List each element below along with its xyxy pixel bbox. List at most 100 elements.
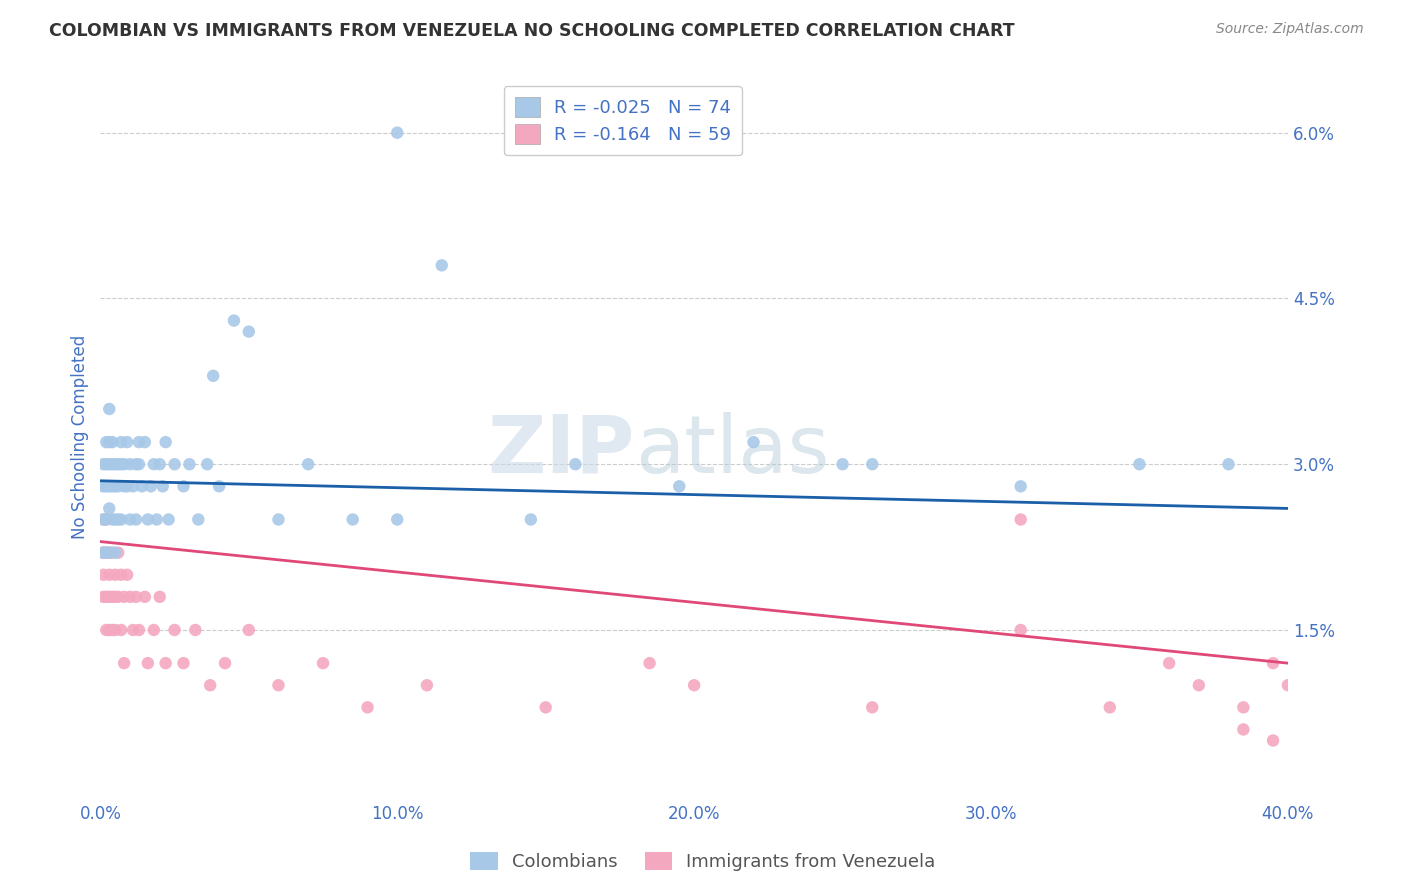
Point	[387, 126, 409, 140]
Point	[91, 546, 114, 560]
Point	[101, 435, 124, 450]
Point	[98, 546, 121, 560]
Point	[200, 678, 222, 692]
Point	[101, 623, 124, 637]
Point	[98, 479, 121, 493]
Point	[1261, 733, 1284, 747]
Point	[125, 590, 148, 604]
Point	[1261, 656, 1284, 670]
Point	[110, 512, 132, 526]
Point	[155, 656, 177, 670]
Point	[1188, 678, 1211, 692]
Point	[134, 590, 156, 604]
Point	[668, 479, 690, 493]
Point	[91, 546, 114, 560]
Point	[98, 501, 121, 516]
Point	[155, 435, 177, 450]
Point	[96, 623, 118, 637]
Point	[1232, 723, 1254, 737]
Point	[356, 700, 378, 714]
Point	[157, 512, 180, 526]
Y-axis label: No Schooling Completed: No Schooling Completed	[72, 334, 89, 539]
Point	[831, 457, 853, 471]
Point	[222, 313, 245, 327]
Point	[534, 700, 557, 714]
Point	[98, 435, 121, 450]
Point	[96, 546, 118, 560]
Point	[387, 512, 409, 526]
Point	[125, 457, 148, 471]
Text: Source: ZipAtlas.com: Source: ZipAtlas.com	[1216, 22, 1364, 37]
Point	[110, 623, 132, 637]
Point	[1010, 512, 1032, 526]
Point	[98, 590, 121, 604]
Point	[1218, 457, 1240, 471]
Point	[128, 435, 150, 450]
Point	[122, 479, 145, 493]
Point	[145, 512, 167, 526]
Point	[195, 457, 218, 471]
Point	[125, 512, 148, 526]
Point	[312, 656, 335, 670]
Point	[163, 457, 186, 471]
Point	[297, 457, 319, 471]
Point	[104, 512, 127, 526]
Point	[430, 258, 453, 272]
Point	[149, 590, 172, 604]
Point	[860, 700, 883, 714]
Point	[98, 457, 121, 471]
Point	[91, 567, 114, 582]
Point	[267, 678, 290, 692]
Point	[98, 546, 121, 560]
Point	[238, 325, 260, 339]
Point	[1277, 678, 1299, 692]
Point	[96, 590, 118, 604]
Legend: R = -0.025   N = 74, R = -0.164   N = 59: R = -0.025 N = 74, R = -0.164 N = 59	[503, 87, 742, 155]
Point	[101, 590, 124, 604]
Point	[107, 457, 129, 471]
Point	[520, 512, 543, 526]
Point	[112, 656, 135, 670]
Point	[107, 546, 129, 560]
Point	[101, 512, 124, 526]
Point	[104, 546, 127, 560]
Text: atlas: atlas	[634, 412, 830, 490]
Point	[683, 678, 706, 692]
Point	[96, 512, 118, 526]
Point	[136, 656, 159, 670]
Text: ZIP: ZIP	[488, 412, 634, 490]
Point	[101, 457, 124, 471]
Point	[118, 590, 141, 604]
Point	[98, 567, 121, 582]
Point	[115, 479, 138, 493]
Point	[342, 512, 364, 526]
Point	[115, 435, 138, 450]
Point	[96, 479, 118, 493]
Point	[91, 512, 114, 526]
Point	[128, 623, 150, 637]
Point	[112, 457, 135, 471]
Point	[1010, 479, 1032, 493]
Point	[110, 567, 132, 582]
Point	[238, 623, 260, 637]
Point	[142, 623, 165, 637]
Point	[112, 590, 135, 604]
Point	[184, 623, 207, 637]
Text: COLOMBIAN VS IMMIGRANTS FROM VENEZUELA NO SCHOOLING COMPLETED CORRELATION CHART: COLOMBIAN VS IMMIGRANTS FROM VENEZUELA N…	[49, 22, 1015, 40]
Point	[104, 567, 127, 582]
Point	[638, 656, 661, 670]
Point	[91, 457, 114, 471]
Point	[172, 479, 194, 493]
Point	[139, 479, 162, 493]
Point	[91, 512, 114, 526]
Point	[110, 457, 132, 471]
Point	[91, 546, 114, 560]
Point	[104, 457, 127, 471]
Point	[179, 457, 201, 471]
Point	[96, 457, 118, 471]
Point	[214, 656, 236, 670]
Point	[91, 590, 114, 604]
Point	[101, 479, 124, 493]
Point	[128, 457, 150, 471]
Point	[107, 512, 129, 526]
